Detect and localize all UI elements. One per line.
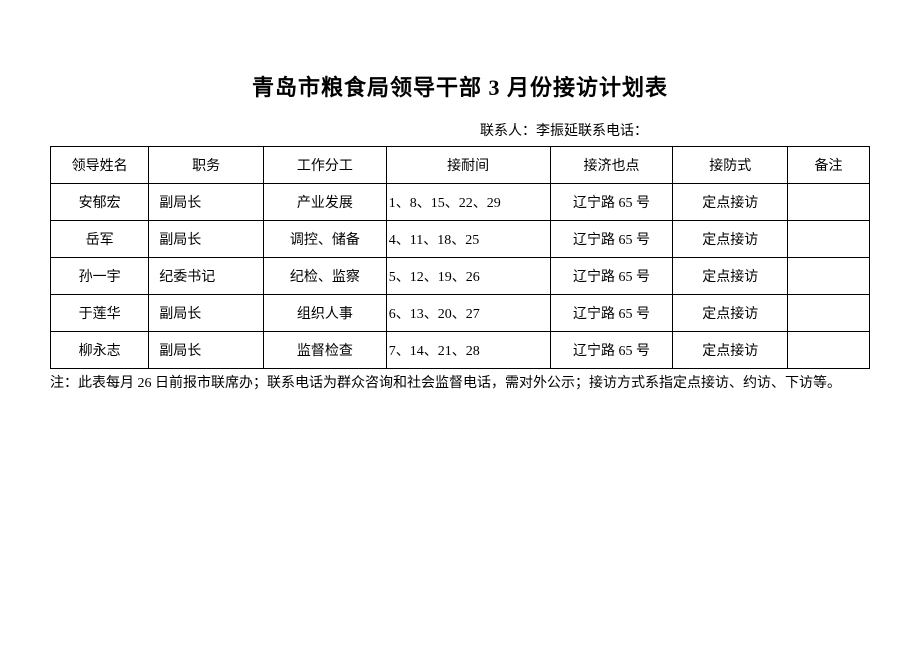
header-time: 接耐间 [386,147,550,184]
cell-work: 纪检、监察 [263,258,386,295]
header-method: 接防式 [673,147,788,184]
cell-name: 岳军 [51,221,149,258]
cell-work: 组织人事 [263,295,386,332]
cell-remark [788,258,870,295]
header-remark: 备注 [788,147,870,184]
schedule-table: 领导姓名 职务 工作分工 接耐间 接济也点 接防式 备注 安郁宏 副局长 产业发… [50,146,870,369]
cell-name: 柳永志 [51,332,149,369]
cell-name: 于莲华 [51,295,149,332]
cell-location: 辽宁路 65 号 [550,221,673,258]
footnote: 注：此表每月 26 日前报市联席办；联系电话为群众咨询和社会监督电话，需对外公示… [50,373,870,395]
contact-phone-label: 联系电话： [578,120,648,140]
header-name: 领导姓名 [51,147,149,184]
cell-method: 定点接访 [673,332,788,369]
cell-position: 副局长 [149,184,264,221]
cell-remark [788,221,870,258]
cell-location: 辽宁路 65 号 [550,184,673,221]
cell-method: 定点接访 [673,221,788,258]
document-title: 青岛市粮食局领导干部 3 月份接访计划表 [50,70,870,102]
cell-name: 安郁宏 [51,184,149,221]
cell-method: 定点接访 [673,258,788,295]
header-location: 接济也点 [550,147,673,184]
contact-info: 联系人： 李振延 联系电话： [50,120,870,140]
cell-method: 定点接访 [673,184,788,221]
cell-position: 副局长 [149,332,264,369]
cell-remark [788,295,870,332]
table-body: 安郁宏 副局长 产业发展 1、8、15、22、29 辽宁路 65 号 定点接访 … [51,184,870,369]
cell-time: 6、13、20、27 [386,295,550,332]
cell-time: 1、8、15、22、29 [386,184,550,221]
contact-name: 李振延 [536,120,578,140]
header-work: 工作分工 [263,147,386,184]
cell-location: 辽宁路 65 号 [550,295,673,332]
header-position: 职务 [149,147,264,184]
table-row: 柳永志 副局长 监督检查 7、14、21、28 辽宁路 65 号 定点接访 [51,332,870,369]
table-row: 于莲华 副局长 组织人事 6、13、20、27 辽宁路 65 号 定点接访 [51,295,870,332]
cell-remark [788,332,870,369]
cell-position: 纪委书记 [149,258,264,295]
cell-location: 辽宁路 65 号 [550,258,673,295]
table-row: 孙一宇 纪委书记 纪检、监察 5、12、19、26 辽宁路 65 号 定点接访 [51,258,870,295]
table-row: 岳军 副局长 调控、储备 4、11、18、25 辽宁路 65 号 定点接访 [51,221,870,258]
cell-position: 副局长 [149,221,264,258]
cell-time: 4、11、18、25 [386,221,550,258]
cell-time: 5、12、19、26 [386,258,550,295]
contact-label: 联系人： [480,120,536,140]
cell-method: 定点接访 [673,295,788,332]
cell-work: 监督检查 [263,332,386,369]
cell-work: 调控、储备 [263,221,386,258]
cell-name: 孙一宇 [51,258,149,295]
table-row: 安郁宏 副局长 产业发展 1、8、15、22、29 辽宁路 65 号 定点接访 [51,184,870,221]
cell-remark [788,184,870,221]
cell-work: 产业发展 [263,184,386,221]
cell-position: 副局长 [149,295,264,332]
cell-time: 7、14、21、28 [386,332,550,369]
table-header-row: 领导姓名 职务 工作分工 接耐间 接济也点 接防式 备注 [51,147,870,184]
cell-location: 辽宁路 65 号 [550,332,673,369]
